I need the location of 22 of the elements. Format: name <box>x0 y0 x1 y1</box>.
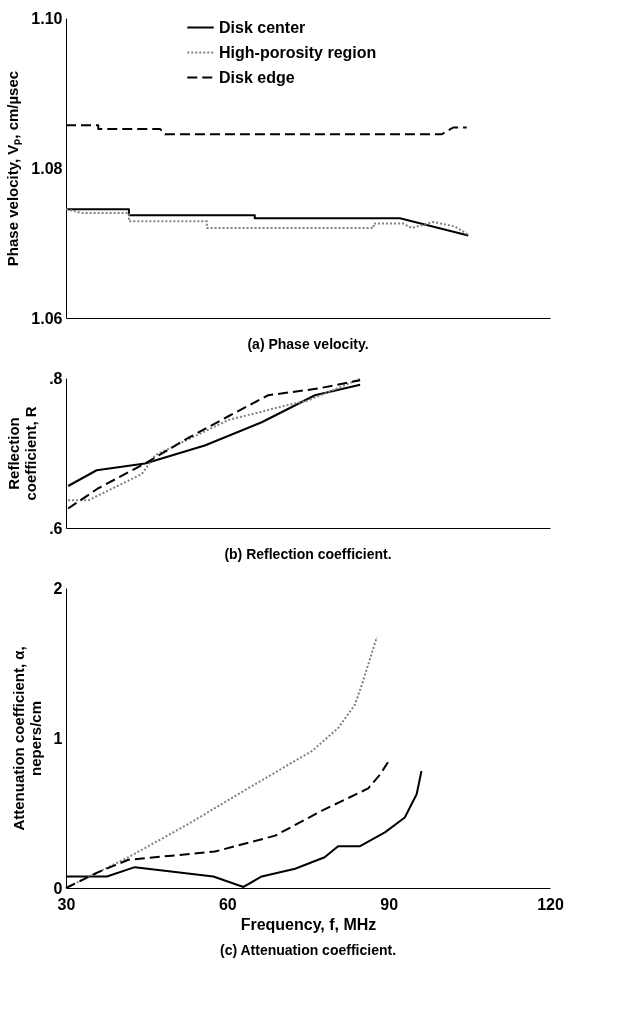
y-tick-label: 1.08 <box>31 159 63 177</box>
y-tick-label: 1.06 <box>31 309 63 327</box>
y-tick-label: 1 <box>53 729 63 747</box>
text: (c) Attenuation coefficient. <box>219 942 397 958</box>
y-axis-title: Reflection coefficient, R <box>5 406 40 501</box>
x-tick-label: 90 <box>380 895 399 913</box>
legend-label: Disk center <box>219 18 306 36</box>
legend-label: High-porosity region <box>219 43 377 61</box>
y-tick-label: 2 <box>53 579 63 597</box>
x-tick-label: 30 <box>57 895 76 913</box>
y-tick-label: 0 <box>53 879 63 897</box>
y-tick-label: 1.10 <box>31 9 63 27</box>
y-axis-title: Attenuation coefficient, α, nepers/cm <box>9 646 44 831</box>
x-tick-label: 120 <box>537 895 564 913</box>
legend-label: Disk edge <box>219 68 295 86</box>
text: (b) Reflection coefficient. <box>224 546 392 562</box>
x-axis-title: Frequency, f, MHz <box>240 915 377 933</box>
y-axis-title: Phase velocity, Vₚ, cm/µsec <box>4 70 23 267</box>
x-tick-label: 60 <box>218 895 237 913</box>
y-tick-label: .8 <box>49 369 63 387</box>
y-tick-label: .6 <box>49 519 63 537</box>
text: (a) Phase velocity. <box>247 336 369 352</box>
